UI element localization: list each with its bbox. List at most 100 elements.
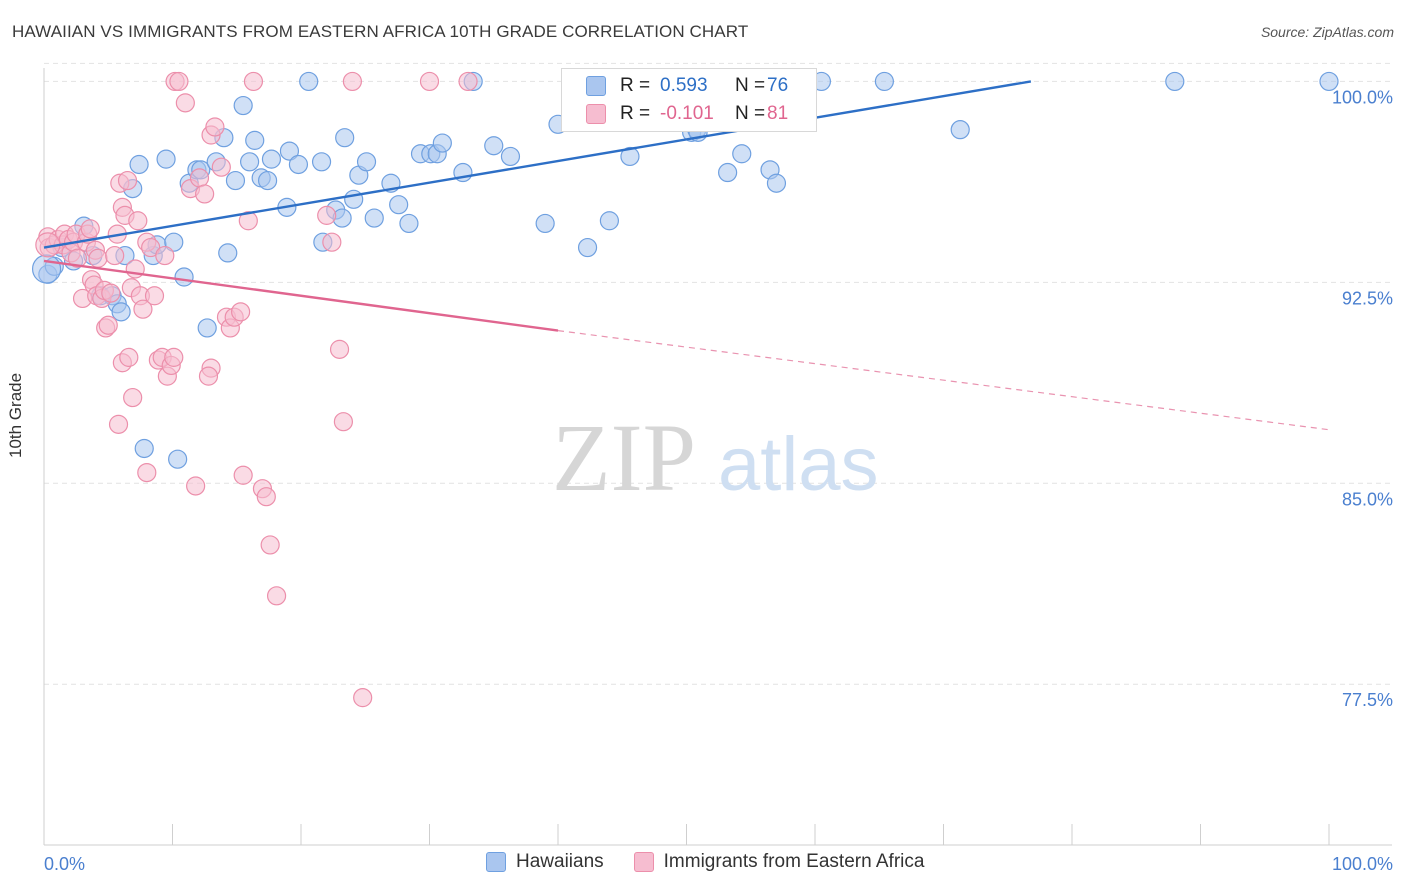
axes (43, 68, 1392, 846)
immigrant-point (266, 586, 287, 606)
legend-r-label: R = (620, 103, 651, 124)
immigrant-point (155, 245, 175, 266)
y-axis-label: 10th Grade (6, 372, 25, 458)
correlation-legend: R = 0.593 N = 76 R = -0.101 N = 81 (561, 68, 817, 132)
immigrant-point (137, 462, 157, 483)
watermark-zip: ZIP (552, 404, 696, 511)
immigrant-point (243, 71, 264, 92)
hawaiian-point (311, 152, 332, 172)
hawaiian-point (335, 128, 355, 148)
immigrant-point (342, 71, 362, 92)
hawaiian-point (432, 133, 452, 153)
hawaiian-point (257, 170, 278, 191)
immigrant-point (119, 347, 139, 367)
hawaiian-point (732, 144, 752, 164)
hawaiian-point (288, 154, 309, 175)
immigrant-point (256, 487, 276, 507)
hawaiian-point (129, 154, 149, 175)
immigrant-point (98, 315, 118, 335)
hawaiian-point (134, 438, 154, 459)
hawaiian-point (484, 136, 504, 156)
hawaiian-point (500, 146, 521, 167)
hawaiian-point (233, 95, 253, 116)
hawaiian-point (197, 318, 217, 338)
tick-labels: 77.5% 85.0% 92.5% 100.0% 0.0% 100.0% (44, 87, 1393, 874)
immigrant-point (205, 117, 225, 137)
immigrant-point (458, 71, 478, 92)
y-tick-label: 85.0% (1342, 489, 1393, 509)
hawaiian-point (620, 146, 640, 167)
legend-item-immigrants[interactable]: Immigrants from Eastern Africa (633, 851, 924, 873)
immigrant-point (211, 157, 231, 177)
immigrant-point (80, 219, 100, 239)
trend-line (43, 259, 559, 332)
immigrant-point (67, 248, 88, 268)
hawaiian-point (364, 208, 384, 228)
immigrant-point (317, 205, 337, 225)
immigrant-point (175, 93, 195, 113)
legend-r-value: 0.593 (660, 75, 708, 96)
legend-swatch-immigrants (633, 852, 654, 872)
legend-n-value: 81 (767, 103, 789, 124)
immigrant-point (164, 347, 184, 367)
legend-item-hawaiians[interactable]: Hawaiians (486, 851, 604, 873)
immigrant-point (133, 299, 153, 319)
y-tick-label: 92.5% (1342, 288, 1393, 308)
hawaiian-point (225, 170, 246, 191)
immigrant-point (105, 245, 125, 266)
legend-r-value: -0.101 (660, 103, 714, 124)
immigrant-point (189, 168, 210, 188)
immigrant-point (329, 339, 350, 359)
hawaiian-point (164, 232, 184, 252)
immigrant-point (123, 387, 143, 408)
chart-title: HAWAIIAN VS IMMIGRANTS FROM EASTERN AFRI… (12, 22, 749, 41)
legend-n-value: 76 (767, 75, 789, 96)
immigrant-point (353, 688, 373, 708)
hawaiian-point (240, 152, 260, 172)
hawaiian-point (874, 71, 894, 92)
immigrant-point (333, 412, 354, 432)
y-tick-label: 77.5% (1342, 690, 1393, 710)
hawaiian-point (535, 213, 555, 234)
legend-swatch-blue (586, 76, 606, 96)
hawaiian-point (344, 189, 364, 209)
hawaiian-point (356, 152, 377, 172)
hawaiian-point (299, 71, 319, 92)
immigrant-point (128, 211, 148, 231)
immigrant-point (322, 232, 342, 252)
legend-n-label: N = (735, 75, 766, 96)
immigrant-point (198, 366, 219, 386)
hawaiian-point (279, 141, 300, 161)
hawaiian-point (718, 162, 738, 183)
legend-label-hawaiians: Hawaiians (516, 851, 604, 872)
immigrant-point (260, 535, 280, 555)
immigrant-point (238, 211, 258, 231)
immigrant-point (101, 283, 121, 303)
hawaiian-point (156, 149, 176, 169)
immigrant-point (186, 476, 206, 496)
hawaiian-point (766, 173, 787, 193)
immigrant-point (195, 184, 215, 204)
hawaiian-point (174, 267, 194, 287)
hawaiian-point (399, 213, 419, 234)
hawaiian-point (950, 120, 970, 140)
immigrant-point (233, 465, 253, 485)
legend-n-label: N = (735, 103, 766, 124)
hawaiian-point (168, 449, 188, 469)
hawaiian-point (261, 149, 282, 169)
hawaiian-point (389, 195, 409, 215)
hawaiian-point (245, 130, 265, 150)
hawaiian-point (599, 211, 620, 231)
legend-swatch-hawaiians (486, 852, 506, 872)
legend-swatch-pink (586, 104, 606, 124)
immigrant-point (419, 71, 440, 92)
legend-r-label: R = (620, 75, 651, 96)
series-legend: Hawaiians Immigrants from Eastern Africa (486, 851, 954, 873)
source-label: Source: ZipAtlas.com (1260, 24, 1394, 40)
immigrant-point (117, 170, 138, 191)
hawaiian-point (1319, 71, 1339, 92)
legend-row-hawaiians: R = 0.593 N = 76 (586, 73, 842, 99)
x-tick-label-min: 0.0% (44, 854, 85, 874)
hawaiian-point (218, 243, 238, 263)
